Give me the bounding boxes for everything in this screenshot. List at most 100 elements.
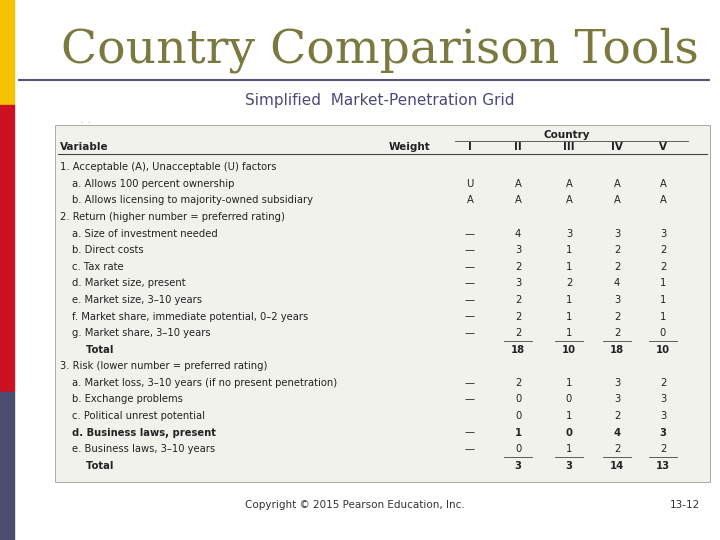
Text: 3: 3 (515, 461, 521, 471)
Text: 10: 10 (562, 345, 576, 355)
Text: 1: 1 (566, 444, 572, 454)
Text: A: A (613, 179, 621, 189)
Text: d. Market size, present: d. Market size, present (72, 278, 186, 288)
Bar (0, 392, 14, 467)
Text: 0: 0 (566, 394, 572, 404)
Text: IV: IV (611, 142, 623, 152)
Text: 2: 2 (614, 262, 620, 272)
Text: 2: 2 (614, 312, 620, 321)
Text: 1: 1 (660, 295, 666, 305)
Bar (0, 143, 14, 179)
Text: 3. Risk (lower number = preferred rating): 3. Risk (lower number = preferred rating… (60, 361, 267, 371)
Text: 2: 2 (660, 378, 666, 388)
Text: e. Business laws, 3–10 years: e. Business laws, 3–10 years (72, 444, 215, 454)
Text: b. Direct costs: b. Direct costs (72, 245, 143, 255)
Text: 2: 2 (660, 262, 666, 272)
Text: a. Size of investment needed: a. Size of investment needed (72, 228, 217, 239)
Text: 1: 1 (566, 295, 572, 305)
Text: —: — (465, 295, 475, 305)
Text: —: — (465, 328, 475, 338)
Text: d. Business laws, present: d. Business laws, present (72, 428, 216, 437)
Text: Country Comparison Tools: Country Comparison Tools (61, 27, 699, 73)
Text: 1: 1 (566, 328, 572, 338)
Text: 2: 2 (515, 295, 521, 305)
Text: —: — (465, 262, 475, 272)
Text: 2: 2 (515, 262, 521, 272)
Text: 3: 3 (566, 228, 572, 239)
Text: —: — (465, 312, 475, 321)
Text: —: — (465, 394, 475, 404)
Text: U: U (467, 179, 474, 189)
Text: 0: 0 (660, 328, 666, 338)
Text: 3: 3 (614, 228, 620, 239)
Text: 14: 14 (610, 461, 624, 471)
Text: a. Market loss, 3–10 years (if no present penetration): a. Market loss, 3–10 years (if no presen… (72, 378, 337, 388)
Text: e. Market size, 3–10 years: e. Market size, 3–10 years (72, 295, 202, 305)
Text: —: — (465, 444, 475, 454)
Text: V: V (659, 142, 667, 152)
Text: 1: 1 (660, 312, 666, 321)
Text: 4: 4 (613, 428, 621, 437)
Text: 13-12: 13-12 (670, 500, 700, 510)
Text: 2: 2 (515, 312, 521, 321)
Text: 1: 1 (660, 278, 666, 288)
Text: II: II (514, 142, 522, 152)
Text: —: — (465, 245, 475, 255)
Text: 2. Return (higher number = preferred rating): 2. Return (higher number = preferred rat… (60, 212, 285, 222)
Text: 0: 0 (515, 394, 521, 404)
Text: Simplified  Market-Penetration Grid: Simplified Market-Penetration Grid (246, 92, 515, 107)
Text: A: A (613, 195, 621, 205)
Text: A: A (467, 195, 474, 205)
Text: 2: 2 (614, 411, 620, 421)
Text: 3: 3 (614, 378, 620, 388)
Text: 3: 3 (614, 295, 620, 305)
Text: 1: 1 (566, 411, 572, 421)
Text: 0: 0 (566, 428, 572, 437)
Text: 3: 3 (660, 228, 666, 239)
Bar (0, 467, 14, 540)
Text: A: A (515, 195, 521, 205)
Text: 18: 18 (610, 345, 624, 355)
Text: b. Allows licensing to majority-owned subsidiary: b. Allows licensing to majority-owned su… (72, 195, 313, 205)
Text: 1: 1 (514, 428, 521, 437)
Text: 2: 2 (566, 278, 572, 288)
Text: 3: 3 (660, 428, 667, 437)
Text: 1: 1 (566, 262, 572, 272)
Text: 1: 1 (566, 378, 572, 388)
Text: Variable: Variable (60, 142, 109, 152)
Text: Total: Total (72, 461, 113, 471)
Text: g. Market share, 3–10 years: g. Market share, 3–10 years (72, 328, 211, 338)
Text: Country: Country (544, 130, 590, 140)
Text: Copyright © 2015 Pearson Education, Inc.: Copyright © 2015 Pearson Education, Inc. (245, 500, 465, 510)
Text: A: A (566, 195, 572, 205)
Bar (0, 0, 14, 105)
Text: —: — (465, 278, 475, 288)
Text: 1: 1 (566, 245, 572, 255)
Text: 4: 4 (515, 228, 521, 239)
Text: Total: Total (72, 345, 113, 355)
Text: 2: 2 (614, 444, 620, 454)
Text: 3: 3 (660, 411, 666, 421)
Text: 2: 2 (660, 444, 666, 454)
Text: 0: 0 (515, 444, 521, 454)
Text: —: — (465, 428, 475, 437)
Text: . .: . . (80, 115, 91, 125)
Text: A: A (660, 179, 667, 189)
Text: 3: 3 (515, 245, 521, 255)
Text: c. Political unrest potential: c. Political unrest potential (72, 411, 205, 421)
Text: 2: 2 (515, 328, 521, 338)
Text: —: — (465, 228, 475, 239)
Text: c. Tax rate: c. Tax rate (72, 262, 124, 272)
Text: a. Allows 100 percent ownership: a. Allows 100 percent ownership (72, 179, 235, 189)
Text: 1. Acceptable (A), Unacceptable (U) factors: 1. Acceptable (A), Unacceptable (U) fact… (60, 163, 276, 172)
Text: 3: 3 (515, 278, 521, 288)
Text: Weight: Weight (389, 142, 431, 152)
Text: 3: 3 (566, 461, 572, 471)
Text: 2: 2 (515, 378, 521, 388)
Text: 3: 3 (614, 394, 620, 404)
Text: 2: 2 (660, 245, 666, 255)
Text: —: — (465, 378, 475, 388)
Text: 18: 18 (511, 345, 525, 355)
Text: 4: 4 (614, 278, 620, 288)
Text: I: I (468, 142, 472, 152)
